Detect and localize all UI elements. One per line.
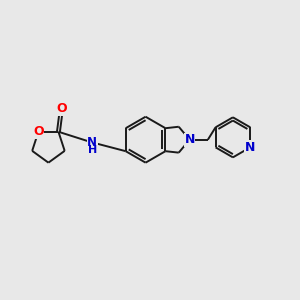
Text: N: N — [245, 141, 255, 154]
Text: H: H — [88, 145, 97, 155]
Text: N: N — [184, 133, 195, 146]
Text: O: O — [33, 125, 44, 138]
Text: O: O — [56, 102, 67, 115]
Text: N: N — [87, 136, 97, 148]
